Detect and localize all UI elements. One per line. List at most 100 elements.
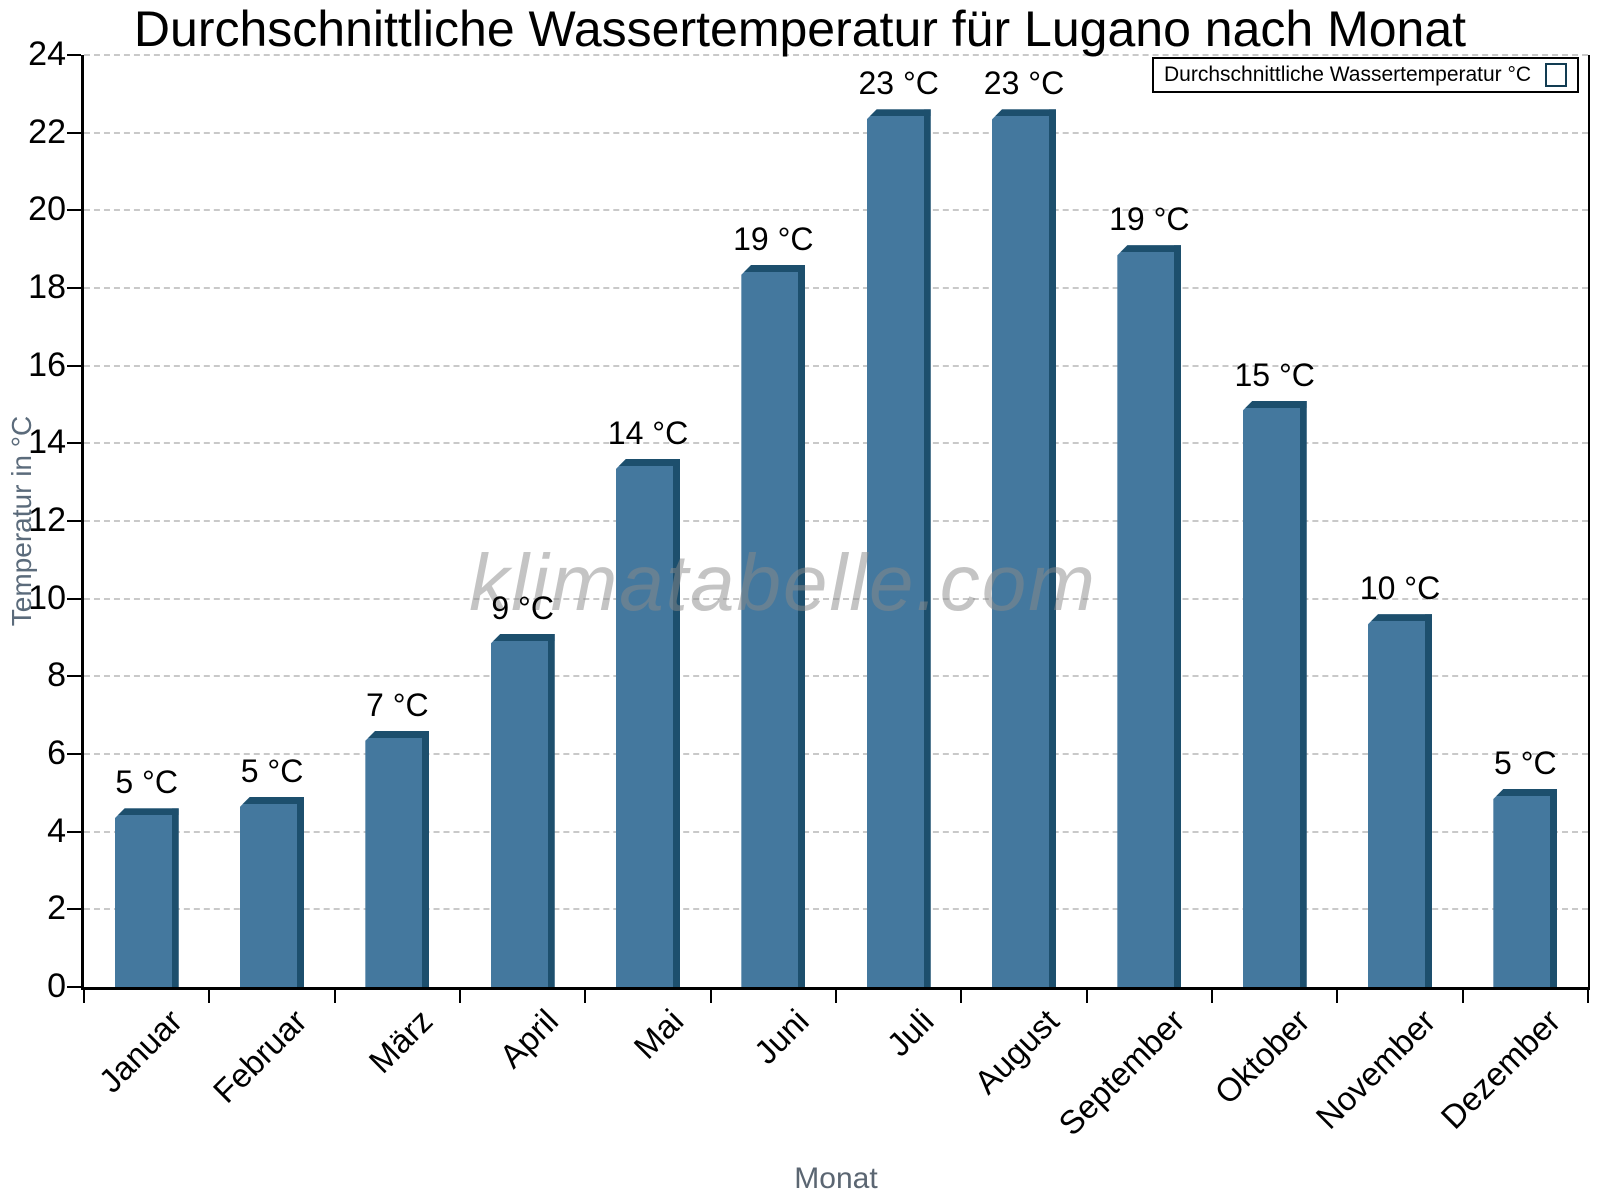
bar-juni: [741, 264, 806, 987]
gridline-y22: [84, 131, 1588, 134]
x-tick-label-april: April: [491, 1002, 565, 1075]
y-tick-label-24: 24: [28, 35, 66, 73]
bar-right-edge: [673, 458, 680, 987]
x-tick-label-februar: Februar: [206, 1002, 315, 1110]
y-tick-6: [67, 753, 81, 755]
bar-right-edge: [171, 808, 179, 987]
bar-dezember: [1493, 788, 1558, 987]
gridline-y14: [84, 442, 1588, 445]
x-tick-label-januar: Januar: [91, 1002, 189, 1100]
y-tick-16: [67, 364, 81, 367]
bar-top-edge: [741, 264, 806, 272]
legend-swatch-icon: [1545, 63, 1568, 87]
x-tick-7: [960, 990, 963, 1003]
y-tick-20: [67, 209, 81, 212]
bar-value-label-mai: 14 °C: [607, 414, 689, 451]
gridline-y2: [84, 908, 1588, 911]
legend-label: Durchschnittliche Wassertemperatur °C: [1164, 63, 1532, 86]
x-tick-label-november: November: [1308, 1002, 1443, 1136]
bar-right-edge: [1174, 245, 1182, 987]
x-tick-11: [1461, 990, 1464, 1003]
gridline-y16: [84, 364, 1588, 367]
x-tick-label-august: August: [967, 1002, 1067, 1101]
y-tick-label-0: 0: [47, 967, 66, 1005]
y-tick-label-10: 10: [28, 578, 66, 617]
y-tick-label-8: 8: [47, 656, 66, 695]
y-tick-14: [67, 442, 81, 445]
x-tick-1: [208, 990, 211, 1003]
x-tick-label-märz: März: [361, 1002, 440, 1081]
bar-right-edge: [422, 730, 430, 987]
bar-top-edge: [992, 109, 1056, 117]
y-axis-line: [81, 55, 84, 990]
y-tick-label-2: 2: [47, 889, 66, 928]
y-tick-label-12: 12: [28, 501, 66, 539]
y-tick-label-14: 14: [28, 423, 66, 462]
x-tick-label-september: September: [1051, 1002, 1192, 1143]
bar-top-edge: [490, 633, 555, 641]
legend: Durchschnittliche Wassertemperatur °C: [1152, 57, 1580, 93]
bar-top-edge: [616, 458, 680, 466]
bar-value-label-august: 23 °C: [983, 65, 1065, 102]
y-tick-0: [67, 986, 81, 988]
x-tick-6: [835, 990, 837, 1003]
y-tick-label-6: 6: [47, 734, 66, 772]
x-tick-9: [1211, 990, 1213, 1003]
gridline-y12: [84, 520, 1588, 522]
bar-right-edge: [1299, 400, 1307, 987]
x-axis-title: Monat: [794, 1162, 878, 1195]
bar-september: [1117, 245, 1182, 987]
x-tick-2: [333, 990, 336, 1003]
x-tick-label-juli: Juli: [879, 1002, 941, 1064]
x-tick-label-dezember: Dezember: [1433, 1002, 1568, 1136]
bar-right-edge: [923, 109, 931, 987]
bar-februar: [240, 796, 304, 987]
bar-value-label-februar: 5 °C: [240, 752, 304, 789]
bar-top-edge: [365, 730, 430, 738]
bar-value-label-juni: 19 °C: [733, 220, 814, 257]
gridline-y24: [84, 54, 1588, 56]
y-tick-4: [67, 830, 81, 833]
y-tick-22: [67, 131, 81, 134]
gridline-y10: [84, 597, 1588, 600]
bar-top-edge: [1493, 788, 1558, 796]
x-tick-12: [1587, 990, 1589, 1003]
gridline-y6: [84, 753, 1588, 755]
bar-top-edge: [1117, 245, 1182, 253]
y-tick-24: [67, 54, 81, 56]
bar-value-label-dezember: 5 °C: [1494, 744, 1557, 781]
bar-right-edge: [547, 633, 555, 987]
gridline-y20: [84, 209, 1588, 212]
bar-top-edge: [240, 796, 304, 804]
y-tick-label-20: 20: [28, 190, 66, 229]
x-tick-3: [459, 990, 461, 1003]
bar-value-label-märz: 7 °C: [366, 686, 429, 723]
x-tick-label-oktober: Oktober: [1207, 1002, 1317, 1112]
x-tick-label-juni: Juni: [746, 1002, 816, 1071]
bar-top-edge: [114, 808, 179, 816]
bar-value-label-november: 10 °C: [1359, 570, 1441, 607]
y-tick-12: [67, 520, 81, 522]
bar-august: [992, 109, 1056, 987]
bar-november: [1368, 614, 1432, 987]
x-axis-line: [81, 987, 1590, 990]
x-tick-5: [709, 990, 712, 1003]
y-tick-2: [67, 908, 81, 911]
bar-right-edge: [1049, 109, 1056, 987]
x-tick-4: [584, 990, 587, 1003]
bar-right-edge: [297, 796, 304, 987]
chart-title: Durchschnittliche Wassertemperatur für L…: [133, 1, 1467, 57]
y-tick-label-16: 16: [28, 345, 66, 384]
bar-value-label-juli: 23 °C: [858, 65, 939, 102]
bar-juli: [866, 109, 931, 987]
plot-right-border: [1588, 55, 1590, 987]
y-tick-label-4: 4: [47, 811, 66, 850]
bar-januar: [114, 808, 179, 987]
bar-top-edge: [866, 109, 931, 117]
gridline-y18: [84, 287, 1588, 289]
x-tick-10: [1336, 990, 1339, 1003]
bar-value-label-januar: 5 °C: [115, 764, 178, 801]
gridline-y4: [84, 830, 1588, 833]
x-tick-label-mai: Mai: [626, 1002, 691, 1066]
